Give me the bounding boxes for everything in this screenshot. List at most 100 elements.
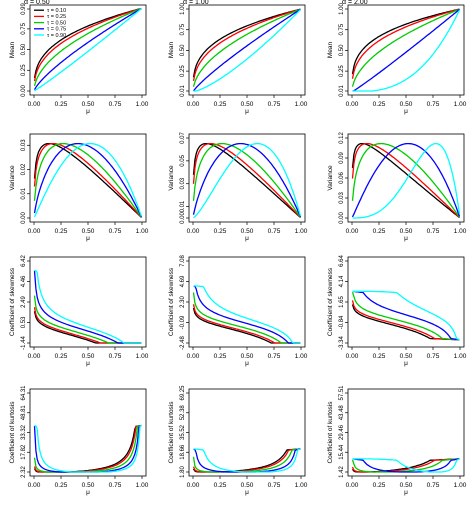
y-tick-label: 1.42: [339, 466, 345, 478]
y-tick-label: 64.31: [21, 385, 27, 401]
x-tick-label: 0.00: [187, 353, 200, 360]
x-tick-label: 0.00: [28, 228, 41, 235]
legend-label: τ = 0.50: [47, 20, 66, 26]
curve-tau-0.10: [33, 8, 142, 79]
curve-tau-0.50: [33, 8, 142, 87]
x-tick-label: 0.50: [82, 353, 95, 360]
y-tick-label: 0.75: [339, 23, 345, 35]
x-tick-label: 0.75: [427, 101, 440, 108]
legend-label: τ = 0.90: [47, 33, 66, 39]
panel-r3-c1: 0.00 0.25 0.50 0.75 1.00 μ 1.80 18.66 35.52 52.38…: [168, 385, 308, 496]
x-tick-label: 0.75: [427, 482, 440, 489]
y-tick-label: 0.01: [180, 85, 186, 97]
x-axis-label: μ: [245, 489, 249, 496]
x-tick-label: 0.50: [82, 101, 95, 108]
y-tick-label: 0.99: [21, 3, 27, 15]
x-tick-label: 0.25: [214, 353, 227, 360]
panel-r3-c2: 0.00 0.25 0.50 0.75 1.00 μ 1.42 15.44 29.46 43.48…: [327, 385, 467, 496]
curve-tau-0.50: [351, 458, 460, 473]
x-tick-label: 1.00: [295, 228, 308, 235]
curve-tau-0.75: [352, 458, 460, 473]
y-tick-label: 4.14: [339, 275, 345, 287]
curve-tau-0.50: [351, 292, 460, 341]
curve-tau-0.75: [33, 8, 142, 90]
y-tick-label: 0.75: [180, 23, 186, 35]
y-tick-label: 0.01: [21, 187, 27, 199]
x-tick-label: 0.00: [187, 482, 200, 489]
y-tick-label: 1.65: [339, 296, 345, 308]
y-axis-label: Coefficient of kurtosis: [327, 401, 334, 464]
y-tick-label: 0.00: [21, 85, 27, 97]
y-tick-label: 0.12: [339, 132, 345, 144]
x-axis-label: μ: [86, 108, 90, 115]
x-tick-label: 0.00: [346, 101, 359, 108]
y-tick-label: 2.30: [180, 296, 186, 308]
y-tick-label: 0.25: [180, 65, 186, 77]
y-tick-label: 0.01: [339, 85, 345, 97]
y-tick-label: 0.03: [21, 139, 27, 151]
x-tick-label: 0.75: [427, 353, 440, 360]
y-axis-label: Variance: [327, 165, 334, 191]
legend-label: τ = 0.75: [47, 27, 66, 33]
curve-tau-0.50: [33, 295, 142, 344]
legend: τ = 0.10τ = 0.25τ = 0.50τ = 0.75τ = 0.90: [34, 8, 66, 39]
x-axis-label: μ: [86, 235, 90, 242]
x-tick-label: 0.25: [55, 101, 68, 108]
x-tick-label: 0.50: [82, 482, 95, 489]
x-tick-label: 1.00: [136, 482, 149, 489]
curve-tau-0.10: [351, 8, 460, 75]
curve-tau-0.25: [33, 307, 142, 344]
curve-tau-0.25: [33, 424, 142, 473]
y-tick-label: 0.07: [180, 132, 186, 144]
y-tick-label: 4.69: [180, 275, 186, 287]
y-tick-label: 43.48: [339, 405, 345, 421]
curve-tau-0.25: [192, 8, 301, 82]
y-axis-label: Variance: [168, 165, 175, 191]
x-tick-label: 0.50: [400, 353, 413, 360]
curve-tau-0.90: [352, 142, 461, 219]
y-tick-label: 0.50: [339, 44, 345, 56]
x-axis-label: μ: [245, 360, 249, 367]
panel-r1-c2: 0.00 0.25 0.50 0.75 1.00 μ 0.00 0.03 0.06 0.09 0.1…: [327, 132, 467, 242]
y-tick-label: 0.03: [180, 177, 186, 189]
panel-frame: [29, 388, 147, 477]
y-tick-label: 1.00: [339, 3, 345, 15]
panel-r0-c2: 0.00 0.25 0.50 0.75 1.00 μ 0.01 0.25 0.50 0.75 1.0…: [327, 0, 467, 115]
y-tick-label: 0.02: [21, 163, 27, 175]
panel-r1-c1: 0.00 0.25 0.50 0.75 1.00μ0.000.010.030.050.0…: [168, 132, 308, 242]
y-tick-label: -0.84: [339, 315, 345, 329]
y-tick-label: 0.00: [21, 212, 27, 224]
x-tick-label: 1.00: [454, 101, 467, 108]
x-tick-label: 0.25: [373, 353, 386, 360]
x-tick-label: 0.00: [187, 101, 200, 108]
y-tick-label: 35.52: [180, 424, 186, 440]
y-axis-label: Mean: [327, 41, 334, 58]
y-tick-label: 7.08: [180, 255, 186, 267]
x-tick-label: 0.75: [268, 353, 281, 360]
curve-tau-0.25: [192, 142, 301, 218]
curve-tau-0.75: [33, 424, 142, 473]
y-tick-label: 0.05: [180, 154, 186, 166]
x-tick-label: 0.75: [268, 482, 281, 489]
x-tick-label: 1.00: [136, 101, 149, 108]
curve-tau-0.90: [33, 142, 143, 218]
x-tick-label: 0.75: [427, 228, 440, 235]
curve-tau-0.75: [351, 142, 461, 218]
curve-tau-0.90: [352, 9, 461, 92]
column-title: α = 2.00: [342, 0, 368, 6]
x-tick-label: 0.75: [268, 101, 281, 108]
y-axis-label: Coefficient of kurtosis: [9, 401, 16, 464]
curve-tau-0.50: [351, 8, 460, 87]
x-tick-label: 0.25: [55, 228, 68, 235]
curve-tau-0.90: [34, 269, 142, 344]
y-axis-label: Variance: [9, 165, 16, 191]
x-tick-label: 0.00: [346, 482, 359, 489]
column-title: α = 1.00: [183, 0, 209, 6]
y-tick-label: -2.48: [180, 336, 186, 350]
y-tick-label: 2.32: [21, 466, 27, 478]
x-tick-label: 0.75: [109, 353, 122, 360]
y-tick-label: -3.34: [339, 336, 345, 350]
y-tick-label: 33.32: [21, 424, 27, 440]
curve-tau-0.75: [33, 270, 142, 344]
curve-tau-0.50: [33, 424, 142, 473]
